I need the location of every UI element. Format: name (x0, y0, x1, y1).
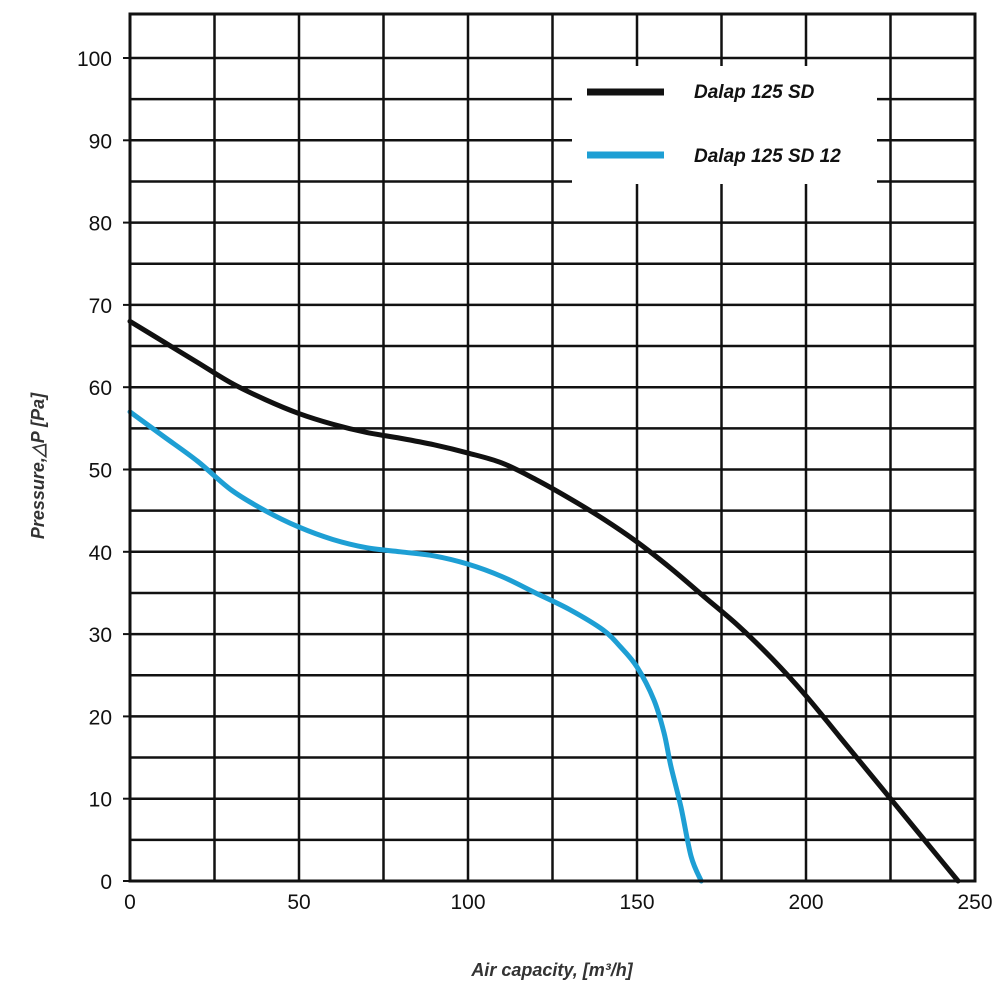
x-tick-label: 250 (957, 891, 992, 914)
legend-label-dalap-125-sd: Dalap 125 SD (694, 82, 815, 103)
x-tick-label: 200 (788, 891, 823, 914)
y-tick-label: 20 (89, 706, 112, 729)
y-tick-label: 90 (89, 130, 112, 153)
x-tick-label: 150 (619, 891, 654, 914)
series-line-dalap-125-sd (127, 318, 961, 884)
legend-box (572, 66, 877, 184)
y-tick-label: 40 (89, 542, 112, 565)
y-tick-label: 60 (89, 377, 112, 400)
y-tick-label: 30 (89, 624, 112, 647)
series-line-dalap-125-sd-12 (127, 409, 704, 884)
legend: Dalap 125 SD Dalap 125 SD 12 (572, 66, 877, 184)
y-tick-label: 10 (89, 789, 112, 812)
x-axis-title: Air capacity, [m³/h] (470, 960, 633, 980)
plot-frame (128, 12, 977, 883)
y-tick-label: 50 (89, 460, 112, 483)
y-tick-label: 80 (89, 213, 112, 236)
y-tick-label: 0 (100, 871, 112, 894)
series-lines (127, 318, 961, 884)
axis-ticks: 0 50 100 150 200 250 0 10 20 30 40 50 60 70 80 90 100 (77, 48, 993, 914)
legend-label-dalap-125-sd-12: Dalap 125 SD 12 (694, 146, 841, 167)
x-tick-label: 0 (124, 891, 136, 914)
x-tick-label: 50 (287, 891, 310, 914)
y-tick-label: 70 (89, 295, 112, 318)
y-tick-label: 100 (77, 48, 112, 71)
x-tick-label: 100 (450, 891, 485, 914)
y-axis-title: Pressure,△P [Pa] (28, 392, 48, 539)
